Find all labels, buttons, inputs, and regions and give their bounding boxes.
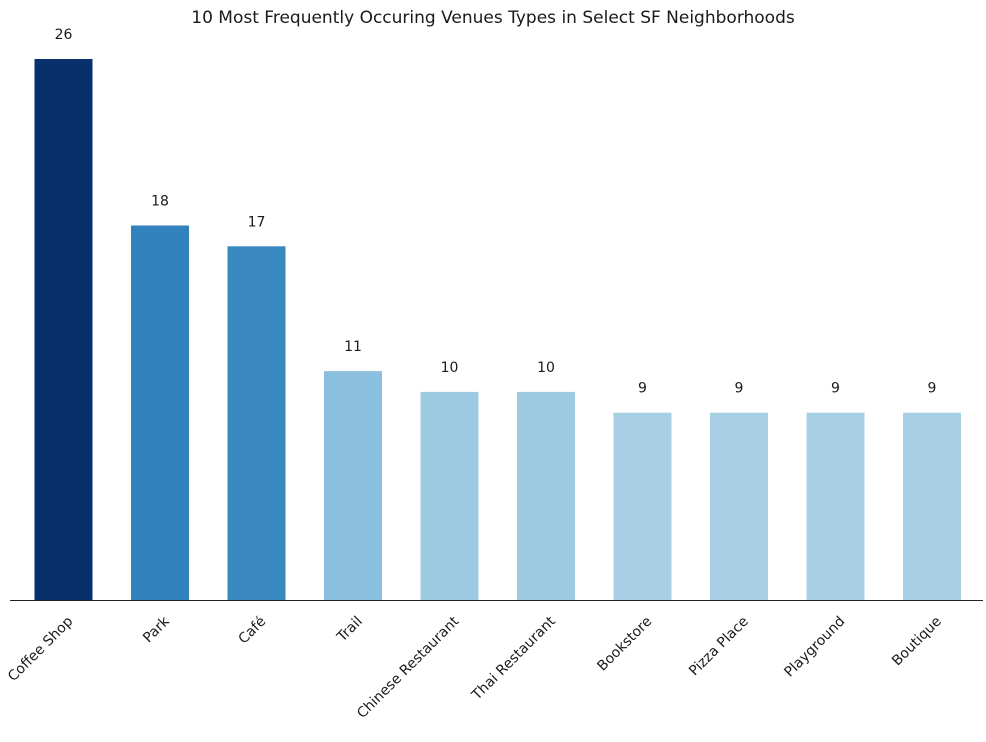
x-tick-label-pizza-place: Pizza Place: [686, 614, 752, 680]
bar-park: [131, 225, 189, 600]
value-label-bookstore: 9: [638, 381, 647, 397]
x-tick-label-park: Park: [140, 613, 173, 646]
bar-thai-restaurant: [517, 391, 575, 600]
value-label-trail: 11: [344, 339, 362, 355]
bar-pizza-place: [710, 412, 768, 600]
x-tick-label-boutique: Boutique: [889, 614, 945, 670]
x-tick-label-trail: Trail: [334, 614, 366, 646]
bar-boutique: [903, 412, 961, 600]
value-label-chinese-restaurant: 10: [441, 360, 459, 376]
bar-cafe: [227, 246, 286, 601]
bar-bookstore: [613, 412, 672, 600]
value-label-park: 18: [151, 194, 169, 210]
x-tick-label-chinese-restaurant: Chinese Restaurant: [354, 613, 463, 722]
bar-trail: [324, 371, 382, 600]
bars-group: [34, 59, 961, 601]
value-label-coffee-shop: 26: [55, 27, 73, 43]
value-label-thai-restaurant: 10: [537, 360, 555, 376]
x-tick-label-playground: Playground: [781, 614, 848, 681]
value-label-boutique: 9: [928, 381, 937, 397]
bar-chinese-restaurant: [420, 391, 479, 600]
bar-playground: [806, 412, 865, 600]
bar-coffee-shop: [34, 59, 93, 600]
x-tick-label-thai-restaurant: Thai Restaurant: [468, 613, 559, 704]
value-label-cafe: 17: [248, 214, 266, 230]
value-label-pizza-place: 9: [735, 381, 744, 397]
x-tick-label-bookstore: Bookstore: [594, 614, 655, 675]
value-labels-group: 26 18 17 11 10 10 9 9 9 9: [55, 27, 937, 397]
chart-title: 10 Most Frequently Occuring Venues Types…: [191, 8, 795, 28]
value-label-playground: 9: [831, 381, 840, 397]
x-tick-label-coffee-shop: Coffee Shop: [5, 613, 76, 684]
x-tick-label-cafe: Café: [235, 614, 269, 648]
